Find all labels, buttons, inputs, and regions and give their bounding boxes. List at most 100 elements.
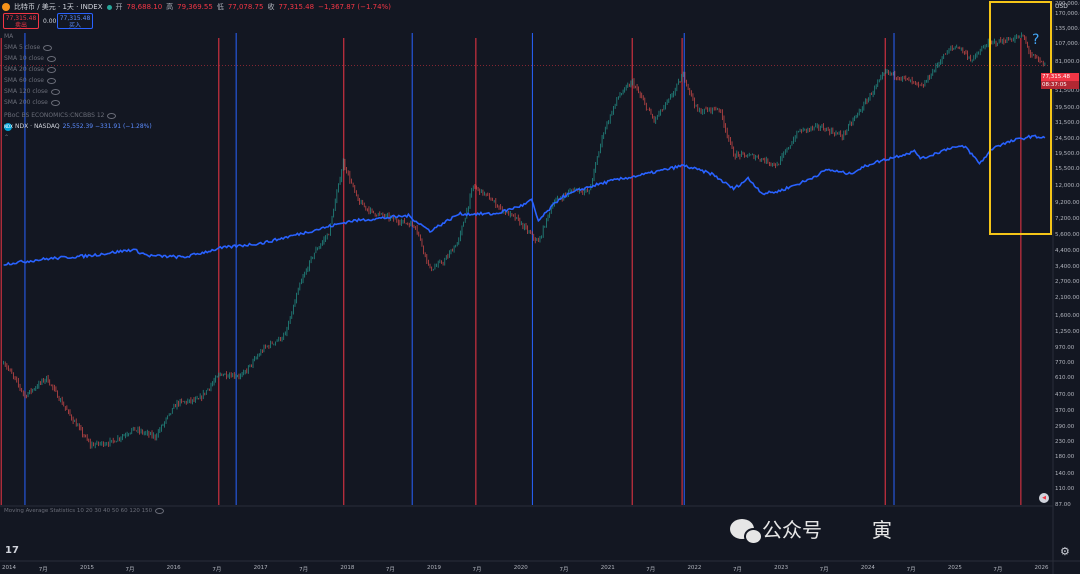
indicator-sma-120[interactable]: SMA 120 close (4, 88, 60, 96)
y-tick-15: 4,400.00 (1055, 247, 1080, 254)
tradingview-logo-icon[interactable]: 17 (5, 545, 19, 556)
x-tick-19: 7月 (819, 567, 829, 573)
indicator-sma-10[interactable]: SMA 10 close (4, 55, 56, 63)
y-tick-18: 2,100.00 (1055, 295, 1080, 302)
x-tick-11: 7月 (472, 567, 482, 573)
y-tick-13: 7,200.00 (1055, 215, 1080, 222)
watermark-text-2: 寅 (872, 518, 892, 542)
indicator-sma-5[interactable]: SMA 5 close (4, 44, 53, 52)
y-tick-19: 1,600.00 (1055, 313, 1080, 320)
open-label: 开 (115, 3, 123, 11)
y-tick-31: 87.00 (1055, 501, 1071, 508)
y-tick-9: 19,500.00 (1055, 151, 1080, 158)
collapse-legend-icon[interactable]: ⌃ (4, 134, 10, 141)
x-tick-3: 7月 (125, 567, 135, 573)
x-tick-21: 7月 (906, 567, 916, 573)
wechat-watermark: 公众号 寅 (730, 514, 892, 545)
market-status-icon (106, 4, 112, 10)
close-label: 收 (267, 3, 275, 11)
y-tick-27: 230.00 (1055, 438, 1075, 445)
highlight-box (989, 1, 1052, 235)
watermark-text: 公众号 (762, 518, 822, 542)
indicator-pboc[interactable]: PBoC BS ECONOMICS:CNCBBS 12 (4, 112, 117, 120)
symbol-header: 比特币 / 美元 · 1天 · INDEX 开 78,688.10 高 79,3… (2, 2, 391, 12)
ndx-logo-icon: NDX (4, 123, 13, 131)
high-label: 高 (166, 3, 174, 11)
low-value: 77,078.75 (227, 3, 264, 11)
settings-icon[interactable]: ⚙ (1060, 545, 1070, 558)
x-tick-17: 7月 (732, 567, 742, 573)
indicator-sma-200[interactable]: SMA 200 close (4, 99, 60, 107)
y-tick-0: 200,000.00 (1055, 0, 1080, 7)
y-tick-29: 140.00 (1055, 470, 1075, 477)
y-tick-1: 170,000.00 (1055, 11, 1080, 18)
y-tick-7: 31,500.00 (1055, 120, 1080, 127)
buy-price: 77,315.48 (59, 15, 91, 22)
y-tick-5: 51,500.00 (1055, 88, 1080, 95)
x-tick-6: 2017 (253, 565, 268, 571)
currency-label[interactable]: USD (1055, 3, 1068, 10)
x-tick-23: 7月 (993, 567, 1003, 573)
eye-icon[interactable] (43, 45, 53, 51)
indicator-sma-20[interactable]: SMA 20 close (4, 66, 56, 74)
x-tick-22: 2025 (947, 565, 962, 571)
compare-name: NDX · NASDAQ (15, 123, 60, 130)
y-tick-26: 290.00 (1055, 423, 1075, 430)
buy-label: 买入 (68, 22, 81, 29)
y-tick-2: 135,000.00 (1055, 25, 1080, 32)
y-tick-6: 39,500.00 (1055, 105, 1080, 112)
high-value: 79,369.55 (177, 3, 213, 11)
symbol-title[interactable]: 比特币 / 美元 · 1天 · INDEX (14, 3, 103, 11)
sell-button[interactable]: 77,315.48 卖出 (3, 13, 39, 29)
y-tick-25: 370.00 (1055, 407, 1075, 414)
low-label: 低 (216, 3, 224, 11)
y-tick-24: 470.00 (1055, 392, 1075, 399)
ndx-series-line (3, 134, 1046, 266)
x-tick-9: 7月 (385, 567, 395, 573)
open-value: 78,688.10 (126, 3, 163, 11)
x-tick-15: 7月 (646, 567, 656, 573)
eye-icon[interactable] (155, 508, 165, 514)
scroll-to-realtime-icon[interactable]: ◀ (1039, 493, 1049, 503)
indicator-sma-60[interactable]: SMA 60 close (4, 77, 56, 85)
wechat-icon (730, 518, 763, 545)
y-tick-4: 81,000.00 (1055, 59, 1080, 65)
eye-icon[interactable] (50, 100, 60, 106)
y-tick-23: 610.00 (1055, 375, 1075, 382)
y-tick-8: 24,500.00 (1055, 136, 1080, 143)
compare-value: 25,552.39 −331.91 (−1.28%) (62, 123, 152, 130)
buy-button[interactable]: 77,315.48 买入 (57, 13, 93, 29)
question-annotation: ? (1032, 32, 1040, 48)
compare-symbol-ndx[interactable]: NDX NDX · NASDAQ 25,552.39 −331.91 (−1.2… (4, 123, 152, 131)
spread-value: 0.00 (43, 18, 57, 25)
eye-icon[interactable] (47, 67, 56, 73)
sell-price: 77,315.48 (5, 15, 37, 22)
y-tick-17: 2,700.00 (1055, 279, 1080, 286)
x-tick-10: 2019 (427, 565, 442, 571)
sell-label: 卖出 (14, 22, 27, 29)
y-tick-16: 3,400.00 (1055, 264, 1080, 271)
y-tick-30: 110.00 (1055, 486, 1075, 493)
eye-icon[interactable] (50, 89, 60, 95)
x-tick-1: 7月 (38, 567, 48, 573)
x-tick-16: 2022 (687, 565, 702, 571)
y-tick-12: 9,200.00 (1055, 199, 1080, 206)
last-price-label: 77,315.48 (1041, 73, 1079, 81)
x-tick-4: 2016 (166, 565, 181, 571)
x-tick-0: 2014 (2, 565, 16, 571)
y-tick-28: 180.00 (1055, 454, 1075, 461)
eye-icon[interactable] (107, 113, 117, 119)
x-tick-2: 2015 (79, 565, 94, 571)
x-tick-18: 2023 (774, 565, 789, 571)
y-tick-21: 970.00 (1055, 345, 1075, 352)
lower-pane-indicator[interactable]: Moving Average Statistics 10 20 30 40 50… (4, 508, 165, 514)
eye-icon[interactable] (47, 56, 56, 62)
bitcoin-logo-icon (2, 3, 10, 11)
x-tick-24: 2026 (1034, 565, 1049, 571)
x-tick-14: 2021 (600, 565, 615, 571)
y-tick-14: 5,600.00 (1055, 231, 1080, 238)
eye-icon[interactable] (47, 78, 56, 84)
indicator-ma[interactable]: MA (4, 33, 14, 40)
